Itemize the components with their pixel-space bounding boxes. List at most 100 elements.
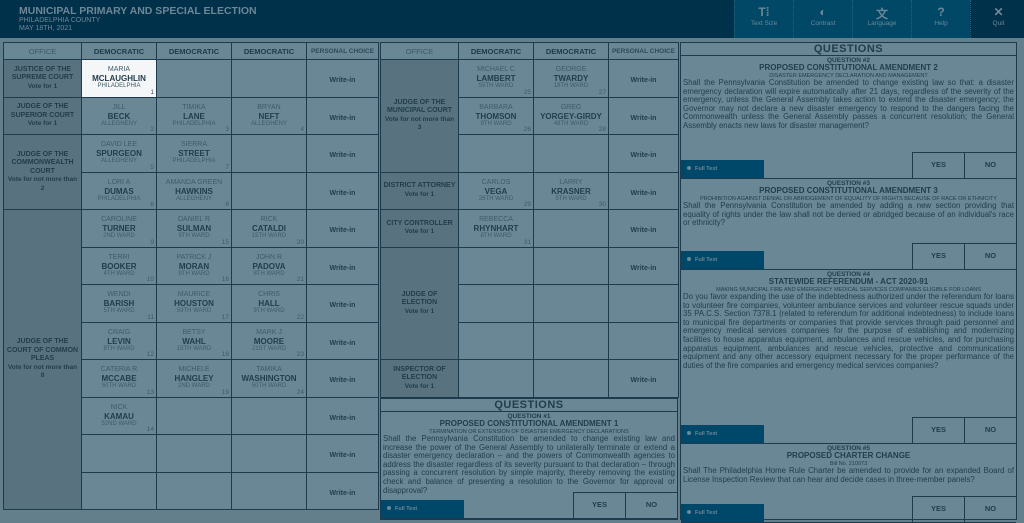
candidate-cell[interactable]: RICK CATALDI 15TH WARD 20 [231,209,307,248]
write-in-cell[interactable]: Write-in [306,359,379,398]
no-button[interactable]: NO [964,152,1016,178]
candidate-cell[interactable]: MARK J MOORE 21ST WARD 23 [231,321,307,360]
question-body: Do you favor expanding the use of the in… [683,292,1014,370]
candidate-cell[interactable]: MICHAEL C LAMBERT 55TH WARD 25 [458,59,534,98]
office-name: JUDGE OF THE COMMONWEALTH COURT [11,150,74,175]
text-size-label: Text Size [750,20,778,27]
candidate-cell[interactable]: PATRICK J MORAN 9TH WARD 16 [156,246,232,285]
full-text-button[interactable]: Full Text [681,160,764,178]
candidate-cell[interactable]: MICHELE HANGLEY 2ND WARD 19 [156,359,232,398]
yes-button[interactable]: YES [912,152,964,178]
candidate-cell[interactable]: WENDI BARISH 5TH WARD 11 [81,284,157,323]
help-button[interactable]: ? Help [911,0,970,38]
write-in-label: Write-in [329,339,356,347]
candidate-cell[interactable]: BETSY WAHL 15TH WARD 18 [156,321,232,360]
candidate-last-name: DUMAS [104,186,134,196]
write-in-cell[interactable]: Write-in [608,59,679,98]
write-in-label: Write-in [329,114,356,122]
write-in-cell[interactable]: Write-in [306,471,379,510]
write-in-cell[interactable]: Write-in [608,134,679,173]
write-in-cell[interactable]: Write-in [306,434,379,473]
text-size-button[interactable]: T⁞ Text Size [734,0,793,38]
ballot-row: JUDGE OF THE COMMONWEALTH COURT Vote for … [3,134,379,210]
candidate-first-name: MICHAEL C [477,66,515,74]
candidate-cell[interactable]: JOHN R PADOVA 8TH WARD 21 [231,246,307,285]
no-button[interactable]: NO [625,492,677,518]
write-in-cell[interactable]: Write-in [608,246,679,285]
candidate-location: PHILADELPHIA [97,195,141,202]
write-in-cell[interactable]: Write-in [608,96,679,135]
write-in-cell[interactable]: Write-in [608,209,679,248]
no-button[interactable]: NO [964,496,1016,522]
candidate-cell[interactable]: CATERIA R MCCABE 50TH WARD 13 [81,359,157,398]
yes-button[interactable]: YES [912,417,964,443]
empty-cell [458,134,534,173]
ballot-number: 28 [598,126,606,133]
candidate-cell[interactable]: TERRI BOOKER 4TH WARD 10 [81,246,157,285]
candidate-cell[interactable]: BARBARA THOMSON 9TH WARD 26 [458,96,534,135]
candidate-last-name: TURNER [102,224,136,234]
yes-button[interactable]: YES [912,496,964,522]
full-text-label: Full Text [695,257,718,263]
top-header: MUNICIPAL PRIMARY AND SPECIAL ELECTION P… [0,0,1024,38]
full-text-button[interactable]: Full Text [681,251,764,269]
write-in-cell[interactable]: Write-in [608,359,679,398]
language-button[interactable]: 文 Language [852,0,911,38]
candidate-cell[interactable]: TAMIKA WASHINGTON 50TH WARD 24 [231,359,307,398]
candidate-cell[interactable]: LARRY KRASNER 5TH WARD 30 [533,171,609,210]
candidate-cell[interactable]: CHRIS HALL 9TH WARD 22 [231,284,307,323]
write-in-cell[interactable]: Write-in [608,171,679,210]
candidate-cell[interactable]: TIMIKA LANE PHILADELPHIA 3 [156,96,232,135]
write-in-cell[interactable]: Write-in [306,321,379,360]
candidate-first-name: CARLOS [481,178,511,186]
contrast-button[interactable]: ◐ Contrast [793,0,852,38]
candidate-first-name: TAMIKA [256,366,282,374]
candidate-last-name: HALL [258,299,280,309]
quit-button[interactable]: ✕ Quit [970,0,1024,38]
candidate-cell[interactable]: BRYAN NEFT ALLEGHENY 4 [231,96,307,135]
write-in-cell[interactable]: Write-in [306,171,379,210]
write-in-cell[interactable]: Write-in [306,284,379,323]
candidate-location: ALLEGHENY [100,120,137,127]
candidate-cell[interactable]: REBECCA RHYNHART 8TH WARD 31 [458,209,534,248]
candidate-cell[interactable]: SIERRA STREET PHILADELPHIA 7 [156,134,232,173]
write-in-cell[interactable]: Write-in [306,209,379,248]
candidate-cell[interactable]: LORI A DUMAS PHILADELPHIA 6 [81,171,157,210]
write-in-cell[interactable]: Write-in [306,96,379,135]
info-dot-icon [387,506,391,510]
vote-instruction: Vote for 1 [27,120,58,127]
candidate-location: 26TH WARD [478,195,514,202]
write-in-label: Write-in [630,189,657,197]
candidate-first-name: MARK J [256,328,282,336]
write-in-cell[interactable]: Write-in [306,59,379,98]
write-in-cell[interactable]: Write-in [306,396,379,435]
candidate-last-name: BOOKER [101,261,137,271]
candidate-cell[interactable]: CRAIG LEVIN 8TH WARD 12 [81,321,157,360]
no-button[interactable]: NO [964,417,1016,443]
candidate-cell[interactable]: GEORGE TWARDY 18TH WARD 27 [533,59,609,98]
candidate-cell[interactable]: NICK KAMAU 52ND WARD 14 [81,396,157,435]
candidate-cell[interactable]: AMANDA GREEN HAWKINS ALLEGHENY 8 [156,171,232,210]
full-text-button[interactable]: Full Text [381,500,464,518]
candidate-cell[interactable]: DANIEL R SULMAN 9TH WARD 15 [156,209,232,248]
candidate-location: PHILADELPHIA [172,120,216,127]
candidate-cell[interactable]: MAURICE HOUSTON 59TH WARD 17 [156,284,232,323]
write-in-cell[interactable]: Write-in [306,134,379,173]
full-text-button[interactable]: Full Text [681,504,764,522]
candidate-cell[interactable]: DAVID LEE SPURGEON ALLEGHENY 5 [81,134,157,173]
language-icon: 文 [875,7,888,21]
candidate-location: 15TH WARD [251,233,287,240]
yes-no-options: YES NO [912,496,1016,522]
write-in-cell[interactable]: Write-in [306,246,379,285]
candidate-last-name: BECK [107,111,131,121]
candidate-cell[interactable]: CARLOS VEGA 26TH WARD 29 [458,171,534,210]
full-text-button[interactable]: Full Text [681,425,764,443]
candidate-cell[interactable]: MARIA MCLAUGHLIN PHILADELPHIA 1 [81,59,157,98]
yes-button[interactable]: YES [573,492,625,518]
candidate-cell[interactable]: CAROLINE TURNER 2ND WARD 9 [81,209,157,248]
yes-button[interactable]: YES [912,243,964,269]
ballot-row: Write-in [381,134,679,173]
candidate-cell[interactable]: GREG YORGEY-GIRDY 48TH WARD 28 [533,96,609,135]
no-button[interactable]: NO [964,243,1016,269]
candidate-cell[interactable]: JILL BECK ALLEGHENY 2 [81,96,157,135]
